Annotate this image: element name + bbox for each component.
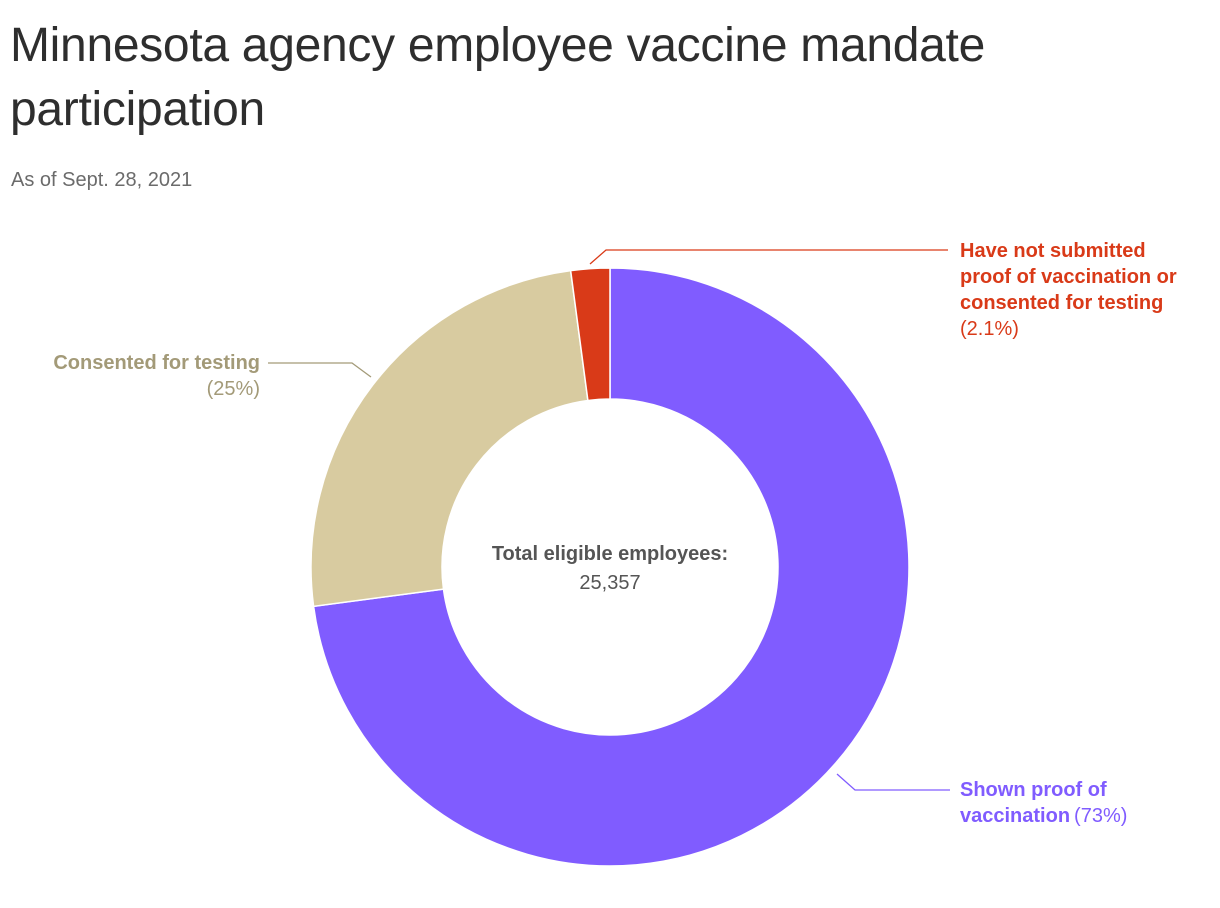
label-not-submitted-pct: (2.1%) bbox=[960, 318, 1019, 340]
center-value: 25,357 bbox=[579, 572, 640, 594]
chart-subtitle: As of Sept. 28, 2021 bbox=[11, 169, 193, 191]
leader-line-testing bbox=[268, 362, 372, 378]
leader-line-vaccinated bbox=[836, 773, 950, 791]
label-testing-pct: (25%) bbox=[207, 378, 260, 400]
label-not-submitted-line-3: consented for testing bbox=[960, 292, 1163, 314]
label-vaccinated-line-1: Shown proof of bbox=[960, 779, 1107, 801]
label-not-submitted-line-1: Have not submitted bbox=[960, 240, 1146, 262]
center-label: Total eligible employees: bbox=[492, 543, 728, 565]
slice-testing bbox=[310, 269, 589, 608]
slice-vaccinated bbox=[312, 267, 910, 867]
label-not-submitted-line-2: proof of vaccination or bbox=[960, 266, 1177, 288]
label-vaccinated-line-2: vaccination (73%) bbox=[960, 805, 1127, 827]
chart-title: Minnesota agency employee vaccine mandat… bbox=[10, 19, 985, 136]
leader-line-not-submitted bbox=[589, 249, 948, 265]
slice-not-submitted bbox=[569, 267, 611, 402]
label-testing-name: Consented for testing bbox=[53, 352, 260, 374]
